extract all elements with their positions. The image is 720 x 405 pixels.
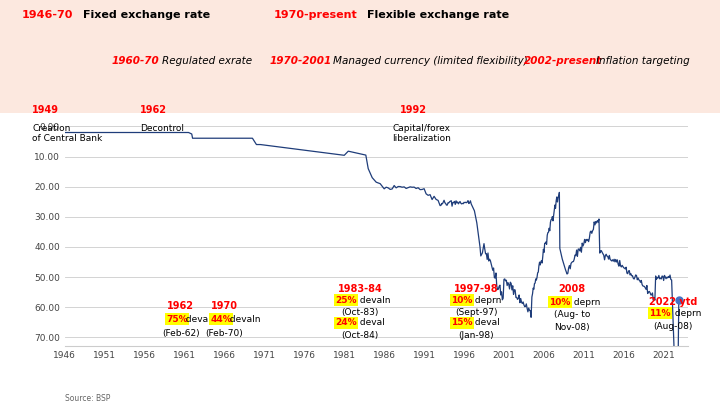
Text: deprn: deprn [672,309,701,318]
Text: deval: deval [472,318,500,327]
Text: 1946-70: 1946-70 [22,10,73,20]
Text: Creation
of Central Bank: Creation of Central Bank [32,124,103,143]
Text: Fixed exchange rate: Fixed exchange rate [83,10,210,20]
Text: 1949: 1949 [32,105,59,115]
Text: Regulated exrate: Regulated exrate [162,56,252,66]
Text: deprn: deprn [571,298,600,307]
Text: 1983-84: 1983-84 [338,284,382,294]
Text: devaln: devaln [227,315,260,324]
Text: Managed currency (limited flexibility): Managed currency (limited flexibility) [333,56,527,66]
Text: (Feb-62): (Feb-62) [162,329,199,339]
Text: devaln: devaln [356,296,390,305]
Text: 1997-98: 1997-98 [454,284,498,294]
Text: (Aug-08): (Aug-08) [654,322,693,331]
Text: 1962: 1962 [140,105,167,115]
Text: Flexible exchange rate: Flexible exchange rate [367,10,509,20]
Text: 1970-present: 1970-present [274,10,357,20]
Text: 15%: 15% [451,318,473,327]
Text: (Sept-97): (Sept-97) [455,308,498,317]
Text: 2008: 2008 [558,284,585,294]
Text: 25%: 25% [336,296,357,305]
Text: Capital/forex
liberalization: Capital/forex liberalization [392,124,451,143]
Text: 10%: 10% [451,296,472,305]
Text: 1962: 1962 [167,301,194,311]
Text: (Jan-98): (Jan-98) [458,331,494,340]
Text: 10%: 10% [549,298,570,307]
Text: Inflation targeting: Inflation targeting [596,56,690,66]
Text: (Aug- to: (Aug- to [554,310,590,319]
Text: 1970-2001: 1970-2001 [270,56,332,66]
Text: 1992: 1992 [400,105,426,115]
Text: (Oct-83): (Oct-83) [341,308,379,317]
Text: Nov-08): Nov-08) [554,323,590,332]
Text: 1960-70: 1960-70 [112,56,159,66]
Text: deval: deval [356,318,384,327]
Text: Source: BSP: Source: BSP [65,394,110,403]
Text: (Feb-70): (Feb-70) [206,329,243,339]
Text: 11%: 11% [649,309,670,318]
Text: 75%: 75% [166,315,188,324]
Text: devaln: devaln [183,315,216,324]
Text: 2002-present: 2002-present [523,56,602,66]
Text: (Oct-84): (Oct-84) [341,331,379,340]
Text: 2022 ytd: 2022 ytd [649,296,698,307]
Text: deprn: deprn [472,296,502,305]
Text: 44%: 44% [210,315,232,324]
Text: 1970: 1970 [211,301,238,311]
Text: Decontrol: Decontrol [140,124,184,132]
Text: 24%: 24% [336,318,357,327]
